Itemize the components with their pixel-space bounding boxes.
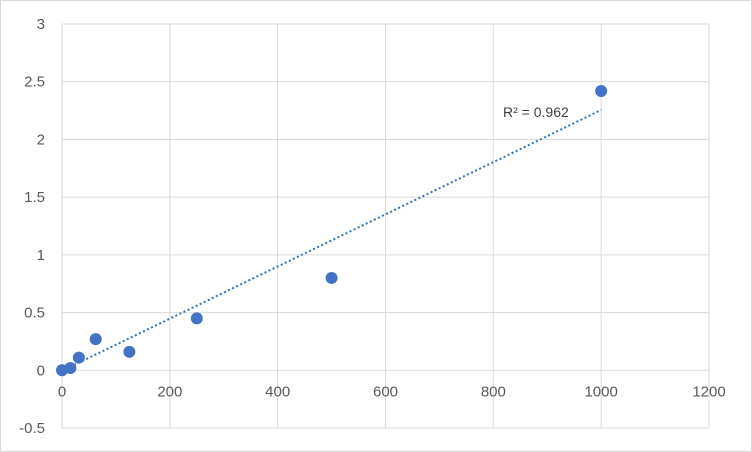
x-tick-label: 600 (373, 383, 398, 400)
gridlines (61, 23, 710, 429)
y-tick-label: -0.5 (19, 420, 45, 437)
r-squared-label: R² = 0.962 (503, 104, 569, 120)
data-point (595, 84, 608, 97)
x-tick-label: 400 (265, 383, 290, 400)
x-tick-label: 1000 (584, 383, 617, 400)
x-tick-label: 200 (157, 383, 182, 400)
data-point (72, 351, 85, 364)
y-axis-tick-labels: -0.5 0 0.5 1 1.5 2 2.5 3 (19, 16, 45, 437)
data-points (56, 84, 608, 377)
data-point (123, 345, 136, 358)
trendline (61, 109, 602, 372)
y-tick-label: 0 (37, 362, 45, 379)
y-tick-label: 2.5 (24, 74, 45, 91)
data-point (89, 333, 102, 346)
y-tick-label: 1 (37, 247, 45, 264)
data-point (325, 271, 338, 284)
y-tick-label: 2 (37, 131, 45, 148)
y-tick-label: 3 (37, 16, 45, 33)
x-tick-label: 800 (481, 383, 506, 400)
x-tick-label: 1200 (692, 383, 725, 400)
x-tick-label: 0 (58, 383, 66, 400)
y-tick-label: 1.5 (24, 189, 45, 206)
y-tick-label: 0.5 (24, 305, 45, 322)
data-point (190, 312, 203, 325)
data-point (64, 361, 77, 374)
x-axis-tick-labels: 0 200 400 600 800 1000 1200 (58, 383, 726, 400)
